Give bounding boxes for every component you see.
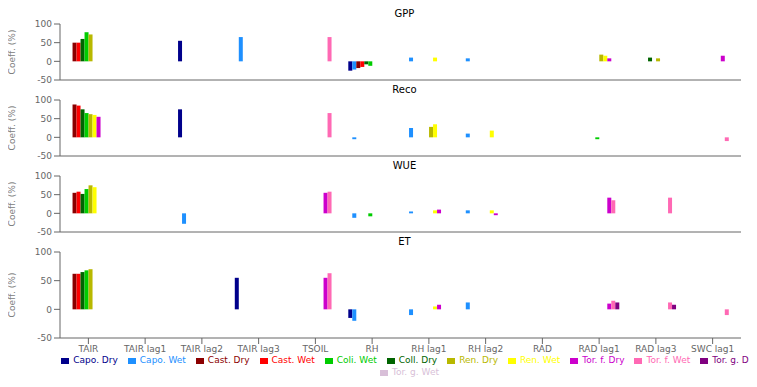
svg-text:100: 100 xyxy=(35,96,52,105)
svg-text:100: 100 xyxy=(35,172,52,181)
svg-text:TSOIL: TSOIL xyxy=(301,344,328,354)
svg-text:Coeff. (%): Coeff. (%) xyxy=(8,182,17,227)
svg-text:Coeff. (%): Coeff. (%) xyxy=(8,30,17,75)
svg-text:RH lag2: RH lag2 xyxy=(468,344,503,354)
html-text:Cast. Wet: Cast. Wet xyxy=(271,355,315,365)
html-text:Coll. Dry: Coll. Dry xyxy=(398,355,438,365)
svg-text:Coeff. (%): Coeff. (%) xyxy=(8,273,17,318)
html-text:Tor. g. Wet: Tor. g. Wet xyxy=(392,367,439,377)
svg-text:50: 50 xyxy=(41,38,53,48)
html-text:Coli. Wet: Coli. Wet xyxy=(336,355,377,365)
svg-text:TAIR lag1: TAIR lag1 xyxy=(123,344,166,354)
html-text:Ren. Dry: Ren. Dry xyxy=(459,355,498,365)
svg-text:0: 0 xyxy=(46,133,52,143)
svg-text:-50: -50 xyxy=(37,333,52,343)
svg-text:50: 50 xyxy=(41,190,53,200)
html-text:Tor. g. Dry: Tor. g. Dry xyxy=(712,355,757,365)
svg-text:SWC lag1: SWC lag1 xyxy=(691,344,734,354)
html-text:Ren. Wet: Ren. Wet xyxy=(520,355,561,365)
svg-text:-50: -50 xyxy=(37,75,52,84)
html-text:Cast. Dry: Cast. Dry xyxy=(207,355,250,365)
svg-text:-50: -50 xyxy=(37,227,52,236)
svg-text:100: 100 xyxy=(35,20,52,29)
svg-text:RH lag1: RH lag1 xyxy=(411,344,446,354)
svg-text:0: 0 xyxy=(46,209,52,219)
svg-text:TAIR: TAIR xyxy=(77,344,98,354)
html-text:Capo. Dry: Capo. Dry xyxy=(73,355,118,365)
svg-text:0: 0 xyxy=(46,57,52,67)
html-text:GPP: GPP xyxy=(394,8,415,19)
html-text:Tor. f. Dry: Tor. f. Dry xyxy=(582,355,625,365)
html-text:Reco: Reco xyxy=(392,84,417,95)
svg-text:RAD lag1: RAD lag1 xyxy=(578,344,619,354)
svg-text:RH: RH xyxy=(366,344,379,354)
html-text:Capo. Wet: Capo. Wet xyxy=(139,355,186,365)
svg-text:RAD lag3: RAD lag3 xyxy=(635,344,676,354)
html-text:Tor. f. Wet: Tor. f. Wet xyxy=(646,355,691,365)
svg-text:50: 50 xyxy=(41,276,53,286)
svg-text:TAIR lag3: TAIR lag3 xyxy=(237,344,280,354)
html-text:WUE: WUE xyxy=(392,160,417,171)
svg-text:50: 50 xyxy=(41,114,53,124)
svg-text:100: 100 xyxy=(35,248,52,257)
svg-text:Coeff. (%): Coeff. (%) xyxy=(8,106,17,151)
svg-text:TAIR lag2: TAIR lag2 xyxy=(180,344,223,354)
html-text:ET: ET xyxy=(398,236,411,247)
svg-text:-50: -50 xyxy=(37,151,52,160)
svg-text:RAD: RAD xyxy=(533,344,552,354)
svg-text:0: 0 xyxy=(46,305,52,315)
